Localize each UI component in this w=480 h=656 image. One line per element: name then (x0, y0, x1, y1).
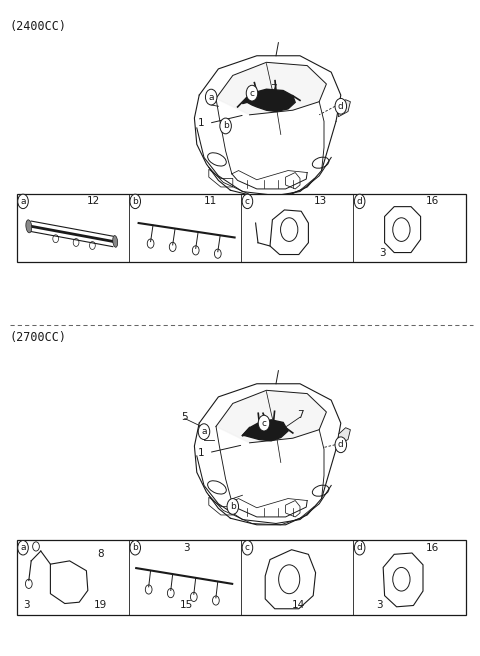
Text: 12: 12 (87, 196, 100, 207)
Circle shape (354, 541, 365, 555)
Ellipse shape (113, 236, 118, 247)
Circle shape (246, 85, 258, 101)
Text: b: b (132, 543, 138, 552)
Polygon shape (338, 428, 350, 445)
Text: 7: 7 (270, 83, 277, 94)
Circle shape (258, 415, 270, 431)
Text: (2700CC): (2700CC) (10, 331, 67, 344)
Text: c: c (245, 543, 250, 552)
Text: d: d (338, 102, 344, 111)
Text: 5: 5 (181, 411, 188, 422)
Text: 15: 15 (180, 600, 193, 611)
Circle shape (198, 424, 210, 440)
Circle shape (335, 437, 347, 453)
Text: 3: 3 (183, 543, 190, 553)
Circle shape (354, 194, 365, 209)
Circle shape (242, 541, 253, 555)
Text: 11: 11 (204, 196, 217, 207)
Text: 3: 3 (23, 600, 30, 611)
Text: d: d (357, 543, 362, 552)
Text: 14: 14 (292, 600, 305, 611)
Polygon shape (216, 390, 326, 443)
Text: a: a (20, 543, 26, 552)
Text: a: a (20, 197, 26, 206)
Text: 16: 16 (426, 543, 439, 553)
Text: 3: 3 (379, 247, 385, 258)
Circle shape (205, 89, 217, 105)
Text: c: c (262, 419, 266, 428)
Circle shape (242, 194, 253, 209)
Circle shape (227, 499, 239, 514)
Circle shape (130, 194, 141, 209)
Ellipse shape (26, 220, 32, 233)
Text: 3: 3 (376, 600, 383, 611)
Circle shape (18, 541, 28, 555)
Bar (17, 540, 466, 615)
Text: c: c (250, 89, 254, 98)
Polygon shape (216, 62, 326, 115)
Text: d: d (338, 440, 344, 449)
Text: b: b (230, 502, 236, 511)
Text: a: a (201, 427, 207, 436)
Polygon shape (242, 89, 295, 112)
Text: 1: 1 (197, 118, 204, 129)
Text: b: b (223, 121, 228, 131)
Circle shape (220, 118, 231, 134)
Text: (2400CC): (2400CC) (10, 20, 67, 33)
Text: b: b (132, 197, 138, 206)
Text: 7: 7 (297, 409, 303, 420)
Text: 8: 8 (97, 549, 104, 560)
Circle shape (130, 541, 141, 555)
Text: 13: 13 (314, 196, 327, 207)
Circle shape (18, 194, 28, 209)
Text: 16: 16 (426, 196, 439, 207)
Text: 19: 19 (94, 600, 108, 611)
Text: c: c (245, 197, 250, 206)
Polygon shape (242, 420, 288, 441)
Text: a: a (208, 92, 214, 102)
Bar (17, 194, 466, 262)
Polygon shape (338, 100, 350, 117)
Text: 1: 1 (197, 447, 204, 458)
Circle shape (335, 98, 347, 114)
Text: d: d (357, 197, 362, 206)
